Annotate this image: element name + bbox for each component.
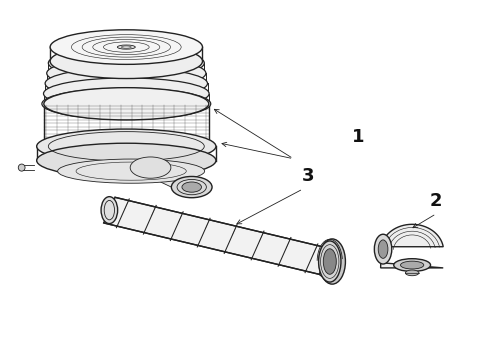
Ellipse shape	[318, 241, 341, 282]
Ellipse shape	[323, 249, 336, 274]
Ellipse shape	[378, 240, 388, 258]
Ellipse shape	[49, 48, 204, 79]
Ellipse shape	[37, 143, 216, 178]
Ellipse shape	[374, 234, 392, 264]
Ellipse shape	[130, 157, 171, 178]
Ellipse shape	[45, 68, 207, 99]
Ellipse shape	[400, 261, 424, 269]
Text: 1: 1	[352, 129, 364, 147]
Ellipse shape	[37, 129, 216, 163]
Ellipse shape	[182, 182, 201, 192]
Polygon shape	[381, 224, 443, 268]
Ellipse shape	[50, 44, 202, 78]
Polygon shape	[104, 197, 331, 274]
Ellipse shape	[172, 176, 212, 198]
Ellipse shape	[42, 88, 211, 120]
Ellipse shape	[101, 197, 118, 224]
Ellipse shape	[44, 88, 209, 120]
Ellipse shape	[18, 164, 25, 171]
Ellipse shape	[47, 58, 206, 89]
Ellipse shape	[58, 159, 205, 183]
Polygon shape	[130, 168, 212, 187]
Text: 2: 2	[430, 192, 442, 210]
Ellipse shape	[44, 78, 209, 109]
Ellipse shape	[117, 45, 135, 49]
Ellipse shape	[394, 259, 431, 271]
Ellipse shape	[405, 270, 419, 276]
Ellipse shape	[50, 30, 202, 64]
Ellipse shape	[44, 130, 209, 162]
Ellipse shape	[319, 239, 345, 284]
Text: 3: 3	[302, 167, 314, 185]
